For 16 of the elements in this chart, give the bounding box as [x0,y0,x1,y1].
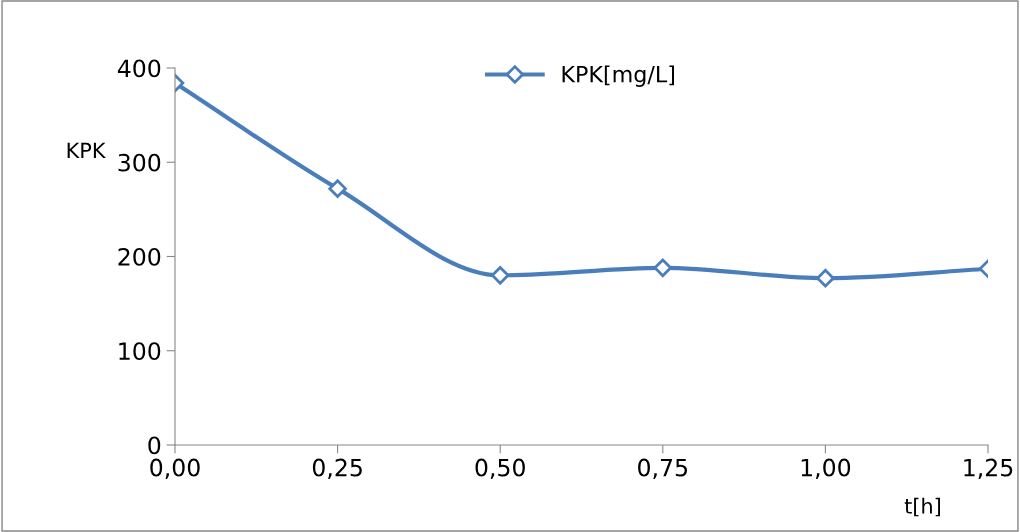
x-tick-label: 0,25 [312,458,362,479]
y-tick-label: 0 [148,436,161,455]
y-tick-label: 400 [117,59,161,78]
x-axis-title: t[h] [904,497,940,517]
legend-label: KPK[mg/L] [562,65,675,87]
x-tick-label: 0,50 [475,458,525,479]
x-tick-label: 0,00 [150,458,200,479]
y-axis-title: KPK [67,142,106,158]
y-tick-label: 100 [119,342,161,361]
x-tick-label: 0,75 [638,458,688,479]
point [490,266,510,285]
point [653,258,673,278]
x-tick-label: 1,00 [801,458,851,479]
y-tick-label: 200 [118,247,161,266]
x-tick-label: 1,25 [964,458,1013,479]
y-tick-label: 300 [118,153,161,172]
